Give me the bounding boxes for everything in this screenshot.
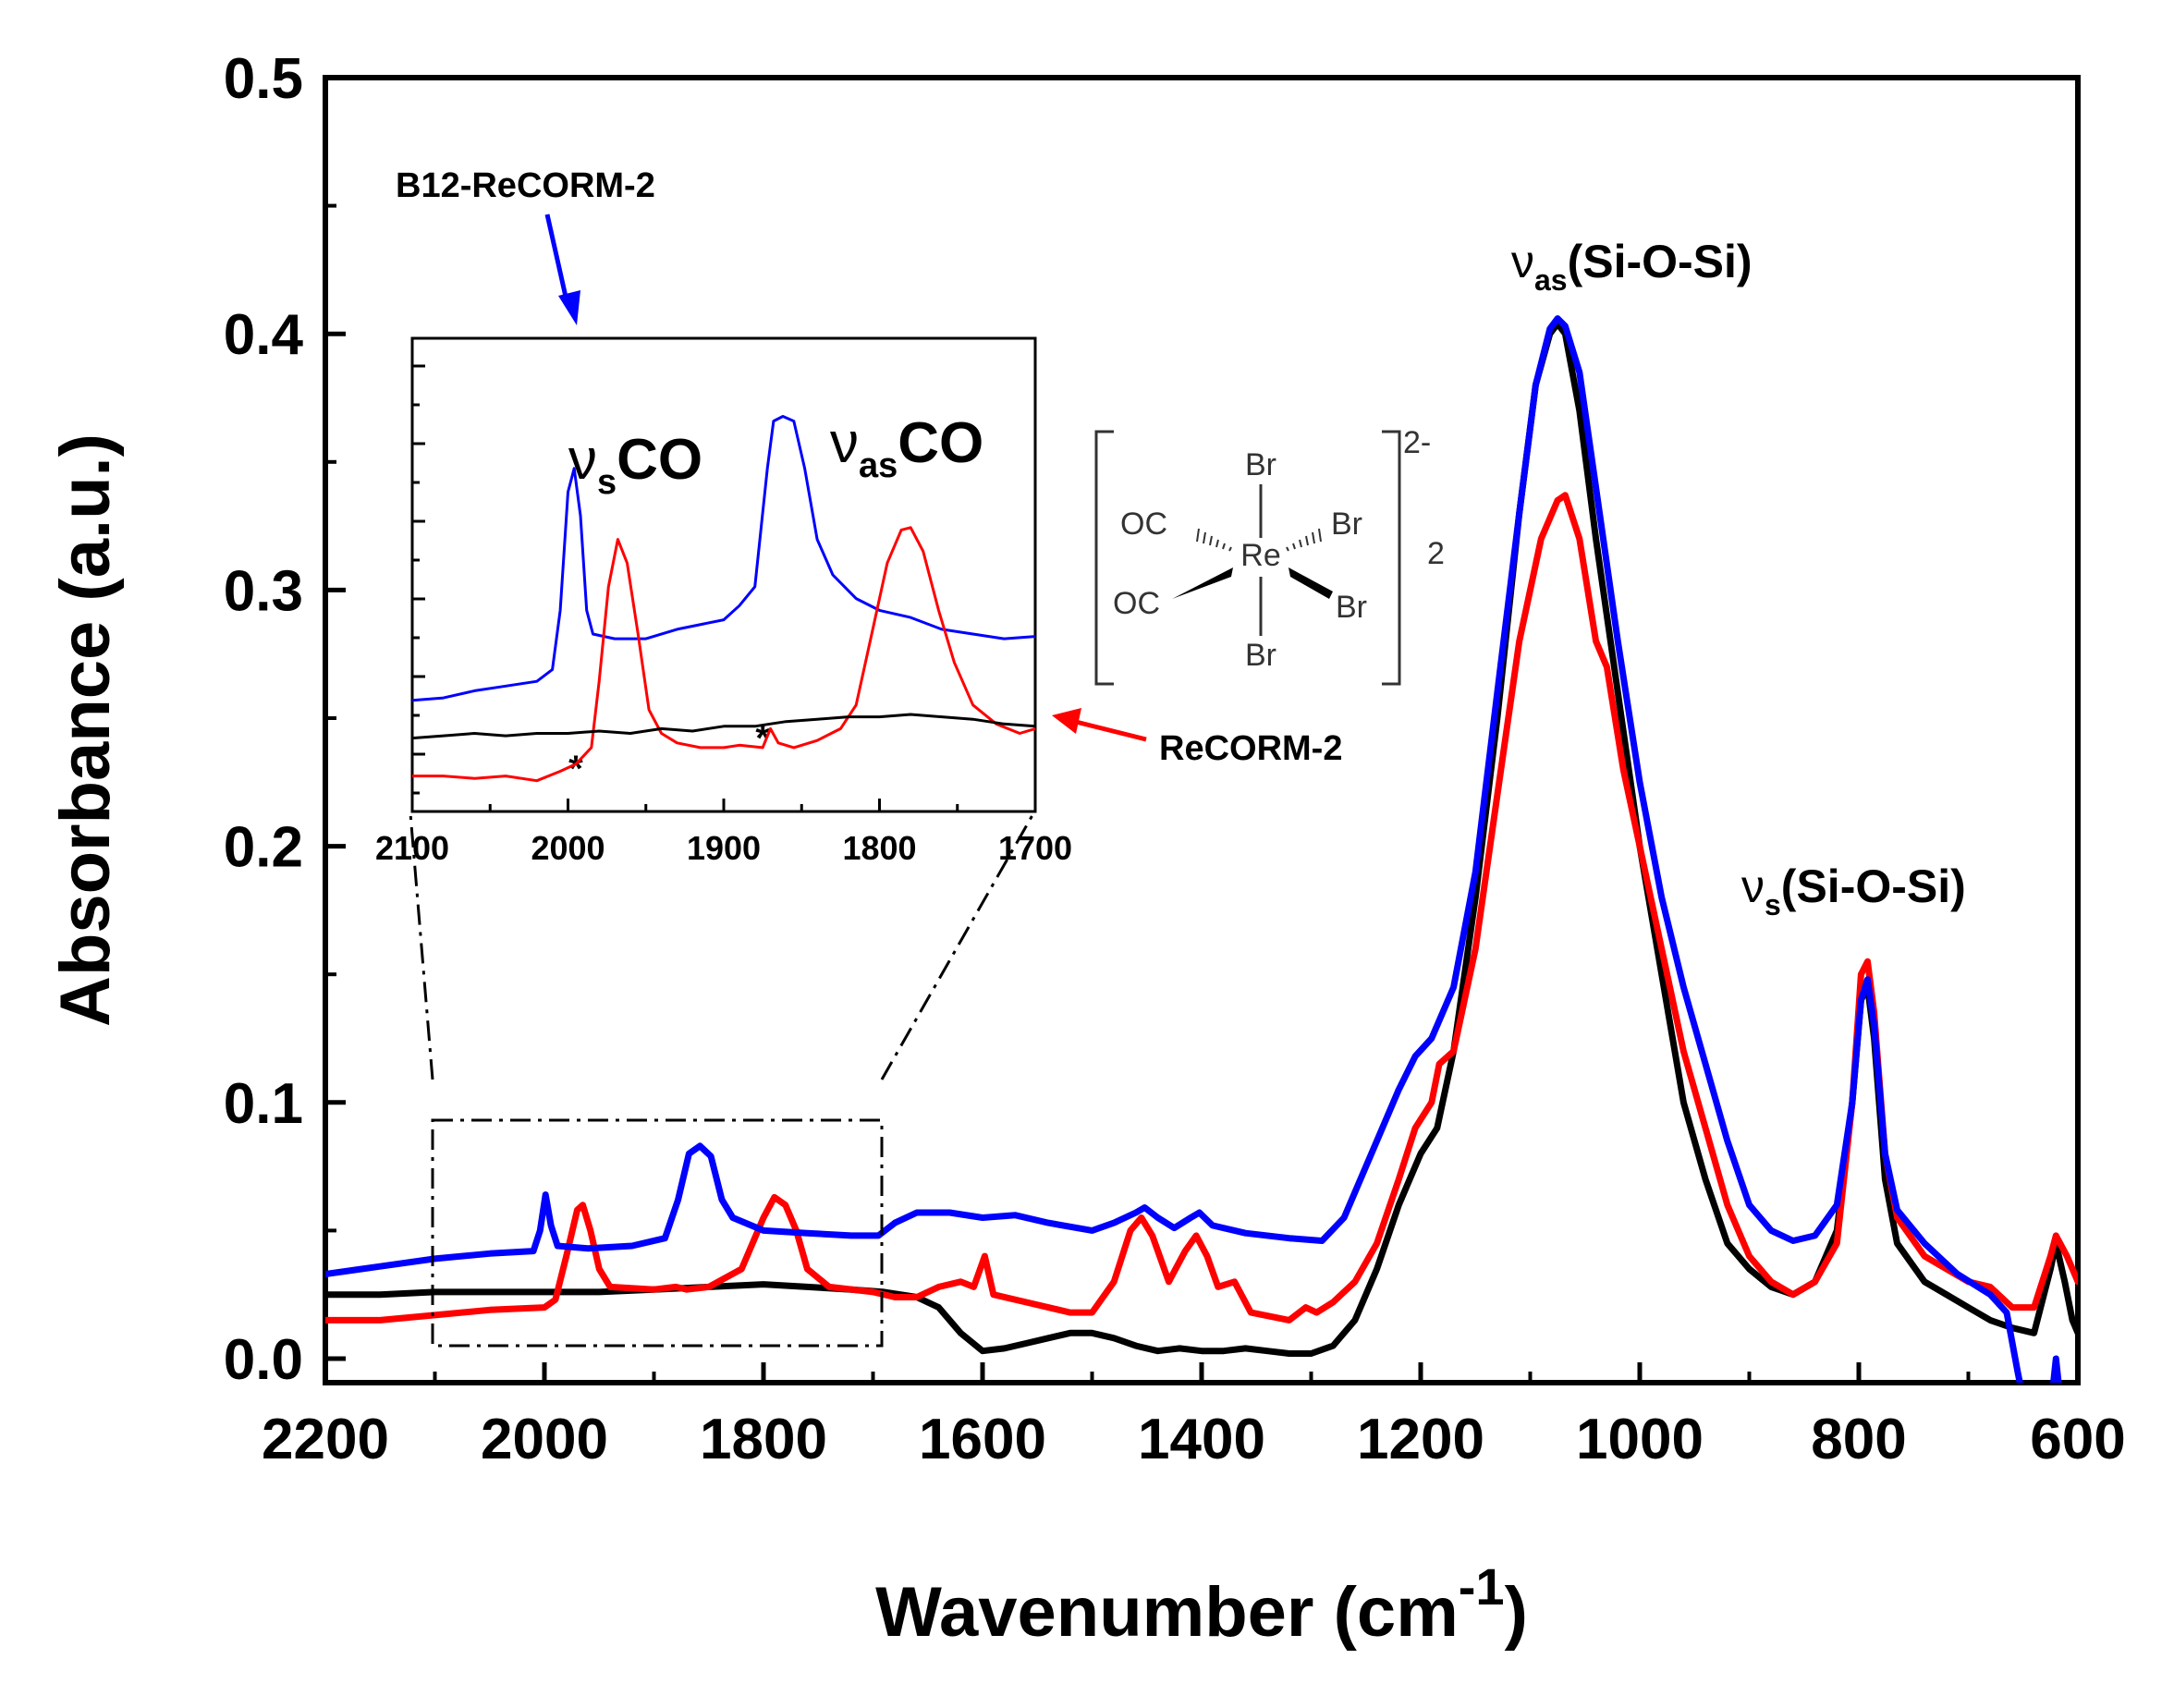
y-tick-label: 0.1 [224,1072,303,1136]
vs-sio-label: νs(Si-O-Si) [1741,860,1966,921]
bracket-left [1094,430,1114,686]
x-tick-label: 1800 [700,1408,827,1471]
x-axis-title-sup: -1 [1459,1557,1505,1616]
mol-count: 2 [1427,536,1445,571]
y-tick-label: 0.2 [224,816,303,880]
inset-series-line-recorm-2 [412,526,1035,783]
x-tick-label: 1000 [1576,1408,1704,1471]
y-axis-title: Absorbance (a.u.) [46,433,125,1027]
inset-series-line-b12-recorm-2 [412,415,1035,702]
zoom-connector-right [880,814,1034,1080]
mol-lower-right-br: Br [1336,590,1367,625]
inset-x-tick-label: 2100 [375,829,449,867]
inset-ticks: 2100 2000 1900 1800 1700** [375,364,1072,867]
x-axis-title-close: ) [1505,1573,1528,1652]
y-tick-label: 0.3 [224,559,303,623]
zoom-region-box [431,1118,884,1348]
x-tick-label: 1600 [919,1408,1046,1471]
inset-x-tick-label: 1900 [687,829,761,867]
x-axis-title-base: Wavenumber (cm [875,1573,1459,1652]
blue-arrow-line [544,214,570,306]
mol-upper-right-br: Br [1331,506,1362,542]
main-ticks: 2200 2000 1800 1600 1400 1200 1000 800 600 0.0 0.1… [224,47,2126,1471]
inset-series-line-silica [412,713,1035,740]
inset-frame [410,336,1037,813]
inset-x-tick-label: 2000 [531,829,605,867]
x-tick-label: 800 [1811,1408,1906,1471]
blue-series-label: B12-ReCORM-2 [396,166,655,205]
molecule-structure: Re Br Br Br OC OC Br 2- 2 [1094,425,1445,686]
x-tick-label: 1200 [1357,1408,1484,1471]
x-tick-label: 2200 [262,1408,389,1471]
mol-top-br: Br [1245,447,1276,482]
y-tick-label: 0.4 [224,303,304,367]
mol-charge: 2- [1403,425,1431,460]
x-tick-label: 1400 [1138,1408,1265,1471]
vas-co-label: νasCO [830,411,983,485]
x-axis-title: Wavenumber (cm-1) [875,1557,1528,1652]
vas-sio-label: νas(Si-O-Si) [1511,236,1753,297]
red-series-label: ReCORM-2 [1159,729,1342,768]
zoom-connector-left [409,812,434,1080]
main-series [325,315,2078,1383]
mol-bottom-br: Br [1245,638,1276,673]
inset-series [412,415,1035,783]
vs-co-label: νsCO [568,428,702,502]
inset-star-marker: * [568,749,583,789]
mol-center-re: Re [1240,538,1280,573]
blue-arrow-head [558,290,580,325]
inset-x-tick-label: 1800 [842,829,916,867]
mol-lower-left-oc: OC [1113,586,1160,621]
y-tick-label: 0.0 [224,1328,303,1392]
red-arrow-line [1071,718,1147,742]
red-arrow-head [1052,708,1081,734]
bracket-right [1382,430,1401,686]
y-tick-label: 0.5 [224,47,303,111]
x-tick-label: 2000 [481,1408,608,1471]
series-line-b12-recorm-2 [325,315,2062,1383]
inset-x-tick-label: 1700 [998,829,1072,867]
x-tick-label: 600 [2030,1408,2125,1471]
mol-upper-left-oc: OC [1120,506,1167,542]
